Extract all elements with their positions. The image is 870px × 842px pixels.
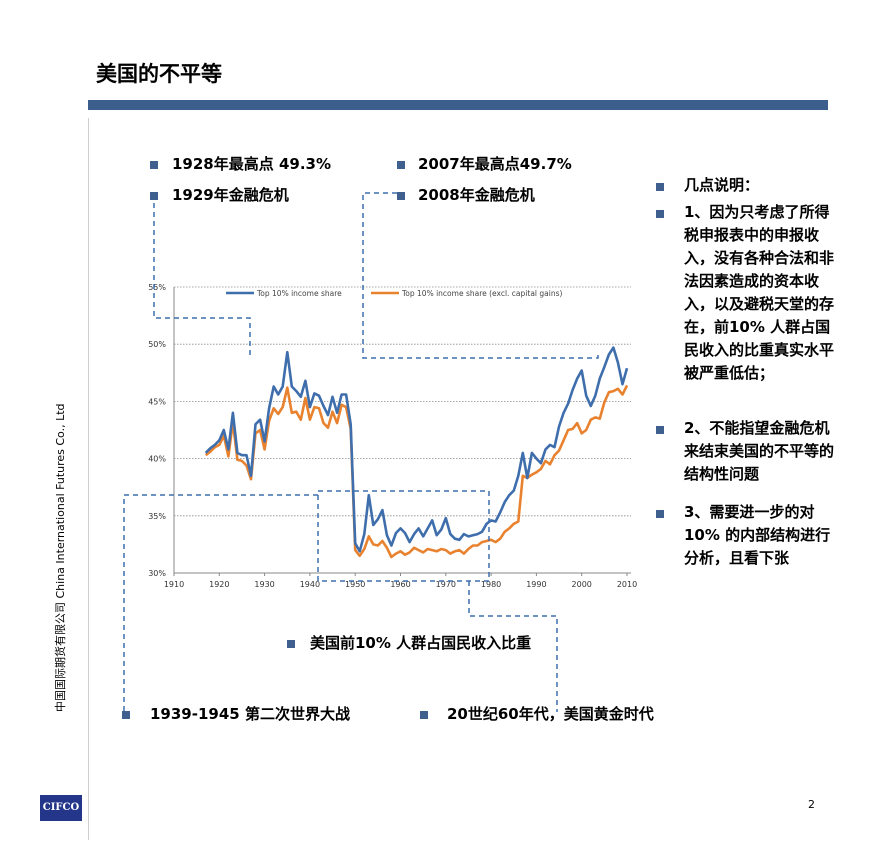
annotation-peak-2007: 2007年最高点49.7% — [418, 155, 572, 173]
company-name-vertical: 中国国际期货有限公司 China International Futures C… — [54, 403, 67, 712]
series-line-top10 — [204, 346, 629, 553]
annotation-crisis-2008: 2008年金融危机 — [418, 186, 535, 204]
title-underline-bar — [88, 100, 828, 110]
x-tick-label: 2000 — [572, 580, 592, 589]
x-tick-label: 1960 — [390, 580, 410, 589]
x-tick-label: 1990 — [526, 580, 546, 589]
x-tick-label: 2010 — [617, 580, 637, 589]
bullet-icon — [656, 210, 664, 218]
connector-2008 — [362, 192, 599, 359]
bullet-icon — [397, 161, 405, 169]
y-tick-label: 45% — [148, 397, 166, 406]
x-tick-label: 1910 — [164, 580, 184, 589]
left-margin-line — [88, 118, 89, 840]
bullet-icon — [150, 161, 158, 169]
x-tick-label: 1940 — [300, 580, 320, 589]
x-tick-label: 1930 — [254, 580, 274, 589]
annotation-crisis-1929: 1929年金融危机 — [172, 186, 289, 204]
bullet-icon — [287, 640, 295, 648]
bullet-icon — [656, 426, 664, 434]
y-tick-label: 40% — [148, 455, 166, 464]
x-tick-labels: 1910 1920 1930 1940 1950 1960 1970 1980 1990 2000… — [164, 580, 637, 589]
connector-ww2 — [123, 494, 318, 712]
slide-title: 美国的不平等 — [96, 62, 222, 86]
connector-golden-age — [468, 581, 558, 712]
bullet-icon — [420, 711, 428, 719]
chart-axes — [173, 287, 631, 576]
y-tick-labels: 30% 35% 40% 45% 50% 55% — [148, 283, 166, 578]
bullet-icon — [122, 711, 130, 719]
x-tick-label: 1980 — [481, 580, 501, 589]
x-tick-label: 1920 — [209, 580, 229, 589]
sidebar-point-3: 3、需要进一步的对10% 的内部结构进行分析，且看下张 — [684, 503, 831, 567]
y-tick-label: 55% — [148, 283, 166, 292]
y-tick-label: 30% — [148, 569, 166, 578]
bullet-icon — [397, 192, 405, 200]
y-tick-label: 35% — [148, 512, 166, 521]
legend-label: Top 10% income share (excl. capital gain… — [401, 289, 562, 298]
annotation-peak-1928: 1928年最高点 49.3% — [172, 155, 332, 173]
x-tick-label: 1950 — [345, 580, 365, 589]
cifco-logo: CIFCO — [40, 795, 82, 821]
highlight-box-1940s-1970s — [317, 490, 490, 582]
sidebar-point-2: 2、不能指望金融危机来结束美国的不平等的结构性问题 — [684, 419, 835, 483]
annotation-golden-age: 20世纪60年代，美国黄金时代 — [447, 705, 654, 723]
annotation-ww2: 1939-1945 第二次世界大战 — [150, 705, 350, 723]
bullet-icon — [656, 510, 664, 518]
bullet-icon — [150, 192, 158, 200]
chart-series-lines — [204, 346, 629, 559]
bullet-icon — [656, 183, 664, 191]
y-tick-label: 50% — [148, 340, 166, 349]
sidebar-heading: 几点说明： — [684, 176, 760, 194]
chart-caption: 美国前10% 人群占国民收入比重 — [310, 634, 532, 652]
legend-label: Top 10% income share — [256, 289, 342, 298]
sidebar-point-1: 1、因为只考虑了所得税申报表中的申报收入，没有各种合法和非法因素造成的资本收入，… — [684, 203, 835, 382]
series-line-top10-excl-cg — [204, 384, 629, 559]
connector-1929 — [153, 203, 251, 355]
page-number: 2 — [808, 798, 815, 811]
x-tick-label: 1970 — [436, 580, 456, 589]
chart-legend: Top 10% income share Top 10% income share… — [226, 289, 562, 298]
annotation-connectors — [123, 192, 599, 712]
